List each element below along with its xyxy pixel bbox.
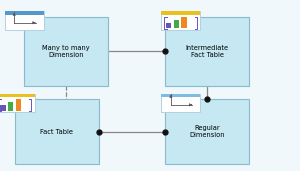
FancyBboxPatch shape xyxy=(161,94,200,112)
FancyBboxPatch shape xyxy=(4,11,44,15)
FancyBboxPatch shape xyxy=(182,17,187,28)
Text: Regular
Dimension: Regular Dimension xyxy=(189,125,225,138)
FancyBboxPatch shape xyxy=(24,17,108,86)
FancyBboxPatch shape xyxy=(16,99,21,110)
FancyBboxPatch shape xyxy=(161,11,200,15)
FancyBboxPatch shape xyxy=(161,94,200,97)
FancyBboxPatch shape xyxy=(15,99,99,164)
FancyBboxPatch shape xyxy=(165,99,249,164)
Text: Many to many
Dimension: Many to many Dimension xyxy=(42,45,90,58)
FancyBboxPatch shape xyxy=(0,105,6,110)
FancyBboxPatch shape xyxy=(4,11,44,30)
Text: Fact Table: Fact Table xyxy=(40,129,74,135)
FancyBboxPatch shape xyxy=(174,20,179,28)
Text: Intermediate
Fact Table: Intermediate Fact Table xyxy=(185,45,229,58)
FancyBboxPatch shape xyxy=(166,23,171,28)
FancyBboxPatch shape xyxy=(161,11,200,30)
FancyBboxPatch shape xyxy=(0,94,34,97)
FancyBboxPatch shape xyxy=(8,102,14,110)
FancyBboxPatch shape xyxy=(165,17,249,86)
FancyBboxPatch shape xyxy=(0,94,34,112)
